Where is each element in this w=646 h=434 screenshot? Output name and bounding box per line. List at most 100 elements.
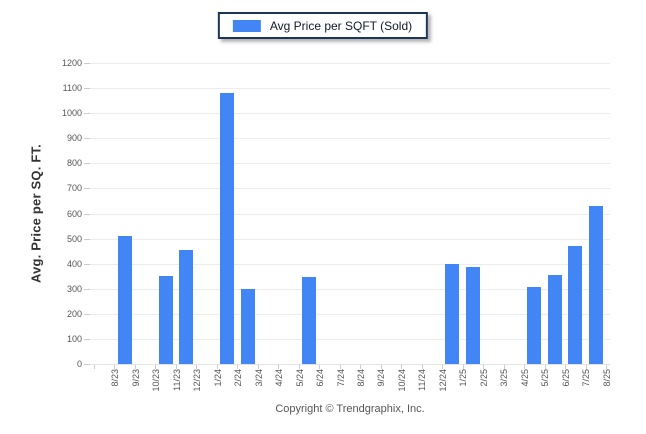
x-axis-tick <box>462 365 464 369</box>
bar <box>117 236 132 364</box>
x-axis-tick <box>114 365 116 369</box>
y-tick-label: 1200 <box>61 58 82 68</box>
x-tick-label: 4/25 <box>519 369 530 387</box>
grid-line <box>90 188 610 190</box>
y-tick-label: 200 <box>66 308 82 319</box>
x-axis-tick <box>565 365 567 369</box>
bar <box>220 93 235 364</box>
bar <box>445 263 460 364</box>
x-tick-label: 2/24 <box>233 369 244 387</box>
x-axis-tick <box>421 365 423 369</box>
x-tick-label: 9/23 <box>130 369 141 387</box>
legend-swatch-icon <box>232 19 261 32</box>
grid-line <box>90 313 610 315</box>
x-axis-tick <box>442 365 444 369</box>
y-tick-label: 100 <box>66 333 82 344</box>
x-tick-label: 12/23 <box>192 369 203 392</box>
x-axis-tick <box>155 365 157 369</box>
x-axis-tick <box>544 365 546 369</box>
x-axis-tick <box>483 365 485 369</box>
y-axis-tick <box>84 138 90 140</box>
bar <box>240 288 255 364</box>
y-tick-label: 400 <box>66 258 82 269</box>
x-tick-label: 9/24 <box>376 369 387 387</box>
x-tick-label: 4/24 <box>274 369 285 387</box>
y-tick-label: 1100 <box>62 83 82 94</box>
x-tick-label: 12/24 <box>437 369 448 392</box>
grid-line <box>90 263 610 265</box>
y-axis-tick <box>84 213 90 215</box>
x-axis-tick <box>319 365 321 369</box>
y-axis-tick <box>84 288 90 290</box>
x-axis-tick <box>524 365 526 369</box>
x-tick-label: 5/24 <box>294 369 305 387</box>
y-axis-tick <box>84 113 90 115</box>
x-tick-label: 8/24 <box>356 369 366 387</box>
x-axis-tick <box>175 365 177 369</box>
bar <box>158 276 173 364</box>
y-axis-tick <box>84 188 90 190</box>
x-tick-label: 6/24 <box>315 369 326 387</box>
x-axis-tick <box>339 365 341 369</box>
x-tick-label: 5/25 <box>540 369 551 387</box>
legend-label: Avg Price per SQFT (Sold) <box>269 18 413 33</box>
x-axis-tick <box>237 365 239 369</box>
y-tick-label: 0 <box>76 359 82 369</box>
y-axis-tick <box>84 238 90 240</box>
y-axis-tick <box>84 263 90 265</box>
x-axis-tick <box>360 365 362 369</box>
x-tick-label: 11/24 <box>417 369 428 391</box>
bar <box>527 287 542 364</box>
legend: Avg Price per SQFT (Sold) <box>217 12 429 39</box>
y-axis-tick <box>84 88 90 90</box>
x-axis-tick <box>257 365 259 369</box>
y-axis-tick <box>84 338 90 340</box>
y-tick-label: 500 <box>66 233 82 244</box>
x-tick-label: 3/24 <box>253 369 264 387</box>
grid-line <box>90 238 610 240</box>
x-tick-label: 11/23 <box>171 369 182 391</box>
y-axis-tick <box>84 163 90 165</box>
x-axis-tick <box>134 365 136 369</box>
x-tick-label: 6/25 <box>560 369 571 387</box>
y-tick-label: 700 <box>66 183 82 194</box>
x-tick-label: 8/25 <box>601 369 612 387</box>
grid-line <box>90 138 610 140</box>
x-axis-tick <box>585 365 587 369</box>
y-axis-tick <box>84 313 90 315</box>
x-axis-tick <box>298 365 300 369</box>
bar <box>465 267 480 364</box>
x-axis-tick <box>503 365 505 369</box>
y-tick-label: 900 <box>66 133 82 144</box>
grid-line <box>90 113 610 115</box>
y-tick-label: 1000 <box>61 108 82 119</box>
x-axis-tick <box>196 365 198 369</box>
x-axis-line <box>90 364 610 365</box>
grid-line <box>90 288 610 290</box>
copyright-text: Copyright © Trendgraphix, Inc. <box>275 403 425 415</box>
x-tick-label: 10/23 <box>151 369 162 392</box>
x-axis-tick <box>278 365 280 369</box>
x-tick-label: 2/25 <box>478 369 489 387</box>
x-tick-label: 7/25 <box>581 369 592 387</box>
bar <box>568 246 583 364</box>
y-tick-label: 300 <box>66 283 82 294</box>
grid-line <box>90 338 610 340</box>
bar <box>302 277 317 364</box>
x-axis-tick <box>401 365 403 369</box>
x-axis-tick <box>380 365 382 369</box>
x-tick-label: 7/24 <box>335 369 346 387</box>
x-tick-label: 1/24 <box>212 369 223 387</box>
grid-line <box>90 163 610 165</box>
y-axis-tick <box>84 364 90 365</box>
grid-line <box>90 88 610 90</box>
x-axis-tick <box>216 365 218 369</box>
bar <box>588 205 603 364</box>
x-tick-label: 3/25 <box>499 369 510 387</box>
x-axis-tick <box>94 365 95 369</box>
x-tick-label: 8/23 <box>110 369 121 387</box>
y-tick-label: 800 <box>66 158 82 169</box>
grid-line <box>90 63 610 64</box>
